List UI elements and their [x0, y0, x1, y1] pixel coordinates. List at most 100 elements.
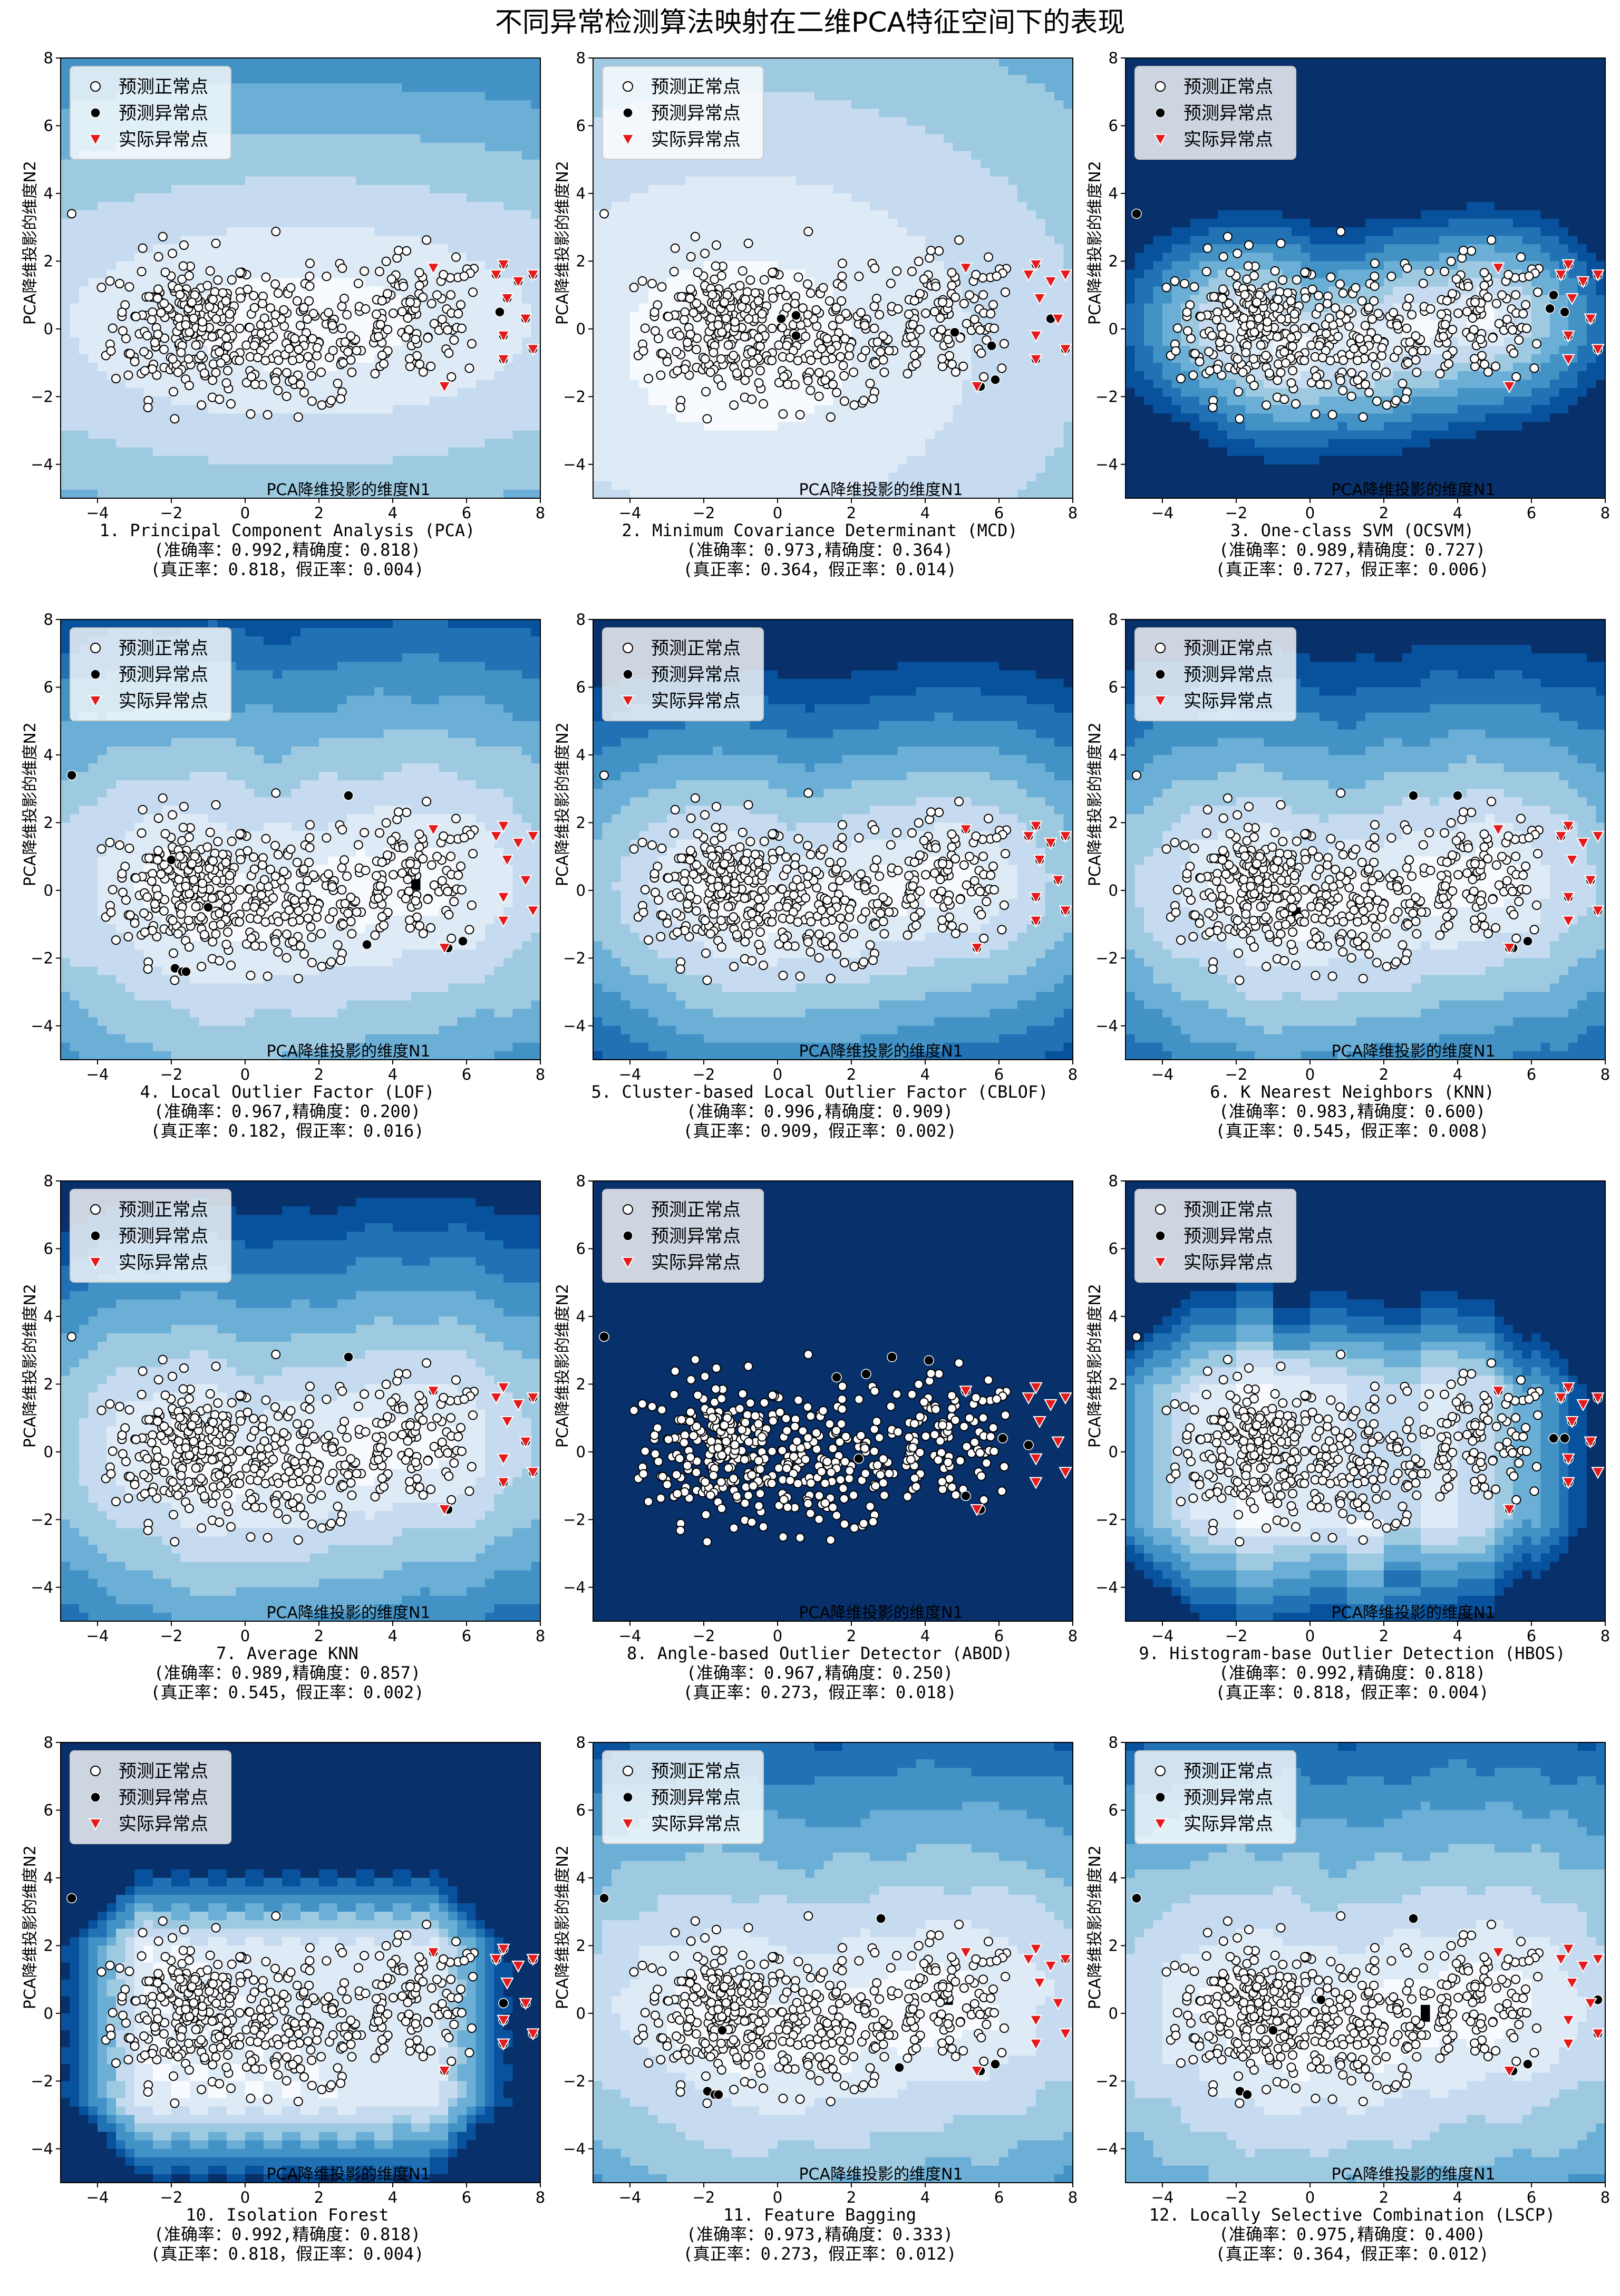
normal-point	[1471, 362, 1479, 371]
normal-point	[912, 921, 920, 929]
normal-point	[236, 1447, 244, 1456]
normal-point	[1404, 359, 1412, 367]
normal-point	[1359, 974, 1367, 983]
normal-point	[839, 361, 847, 370]
normal-point	[1418, 346, 1426, 355]
normal-point	[756, 928, 764, 936]
normal-point	[1359, 1536, 1367, 1544]
normal-point	[806, 386, 814, 395]
normal-point	[465, 925, 473, 934]
normal-point	[686, 330, 695, 338]
normal-point	[327, 1519, 335, 1528]
predicted-outlier-point	[924, 1355, 934, 1365]
normal-point	[938, 1421, 947, 1429]
normal-point	[694, 268, 702, 276]
normal-point	[1273, 1499, 1282, 1507]
normal-point	[372, 1433, 381, 1441]
x-axis-label: PCA降维投影的维度N1	[266, 1042, 430, 1061]
normal-point	[1314, 1415, 1323, 1423]
normal-point	[174, 929, 182, 938]
normal-point	[959, 362, 967, 371]
x-tick-label: −2	[693, 1065, 715, 1083]
normal-point	[378, 913, 386, 921]
normal-point	[639, 1470, 647, 1478]
normal-point	[124, 371, 132, 380]
normal-point	[235, 1479, 244, 1488]
normal-point	[138, 267, 146, 276]
y-tick-label: 0	[44, 881, 53, 899]
normal-point	[185, 833, 193, 841]
normal-point	[908, 267, 916, 276]
normal-point	[677, 1416, 686, 1424]
normal-point	[403, 1437, 412, 1445]
normal-point	[1325, 1437, 1334, 1446]
normal-point	[1190, 283, 1198, 291]
normal-point	[288, 918, 297, 926]
x-tick-label: −4	[1151, 1627, 1174, 1645]
normal-point	[145, 293, 153, 301]
normal-point	[208, 333, 217, 341]
normal-point	[405, 1477, 414, 1486]
normal-point	[796, 411, 804, 419]
normal-point	[977, 1472, 985, 1480]
normal-point	[308, 1458, 317, 1466]
normal-point	[283, 369, 291, 377]
predicted-outlier-point	[854, 1454, 864, 1464]
normal-point	[1197, 1435, 1205, 1444]
normal-point	[803, 1403, 812, 1411]
normal-point	[1371, 1484, 1380, 1493]
normal-point	[1250, 272, 1258, 280]
normal-point	[294, 413, 303, 421]
normal-point	[1369, 914, 1377, 923]
normal-point	[334, 379, 342, 387]
legend-label: 实际异常点	[119, 1252, 208, 1273]
caption-title-line1: 5. Cluster-based Local Outlier Factor (C…	[556, 1082, 1083, 1102]
normal-point	[1212, 1438, 1221, 1447]
normal-point	[754, 895, 763, 904]
subplot-caption: 4. Local Outlier Factor (LOF)(准确率：0.967,…	[24, 1082, 551, 1141]
normal-point	[1315, 304, 1324, 312]
normal-point	[306, 361, 315, 370]
normal-point	[1471, 298, 1479, 306]
normal-point	[1328, 411, 1337, 419]
normal-point	[1371, 844, 1379, 852]
y-tick-label: 2	[1109, 1375, 1118, 1393]
normal-point	[663, 919, 672, 927]
subplot-caption: 6. K Nearest Neighbors (KNN)(准确率：0.983,精…	[1089, 1082, 1616, 1141]
normal-point	[885, 1469, 894, 1478]
normal-point	[866, 941, 875, 949]
normal-point	[748, 956, 756, 965]
normal-point	[997, 925, 1006, 934]
normal-point	[894, 305, 902, 313]
normal-point	[791, 861, 799, 869]
normal-point	[303, 876, 312, 885]
normal-point	[1239, 368, 1247, 376]
normal-point	[375, 267, 384, 276]
normal-point	[1439, 332, 1448, 341]
normal-point	[812, 867, 820, 876]
normal-point	[1454, 1432, 1462, 1440]
caption-title-line3: (真正率：0.545，假正率：0.002)	[24, 1683, 551, 1702]
normal-point	[717, 833, 726, 841]
normal-point	[1268, 1404, 1276, 1413]
normal-point	[1245, 241, 1253, 249]
normal-point	[426, 924, 435, 932]
normal-point	[694, 1391, 702, 1399]
normal-point	[1312, 934, 1321, 943]
normal-point	[294, 974, 303, 983]
normal-point	[850, 1524, 858, 1532]
normal-point	[1184, 327, 1192, 335]
normal-point	[1347, 954, 1356, 962]
normal-point	[145, 854, 153, 863]
normal-point	[1352, 284, 1360, 292]
normal-point	[274, 850, 283, 859]
normal-point	[639, 908, 647, 917]
normal-point	[861, 908, 870, 916]
normal-point	[1277, 876, 1285, 885]
normal-point	[722, 876, 730, 884]
normal-point	[730, 962, 738, 971]
normal-point	[793, 876, 801, 884]
normal-point	[428, 299, 436, 308]
normal-point	[98, 1406, 106, 1415]
predicted-outlier-point	[1545, 304, 1555, 313]
